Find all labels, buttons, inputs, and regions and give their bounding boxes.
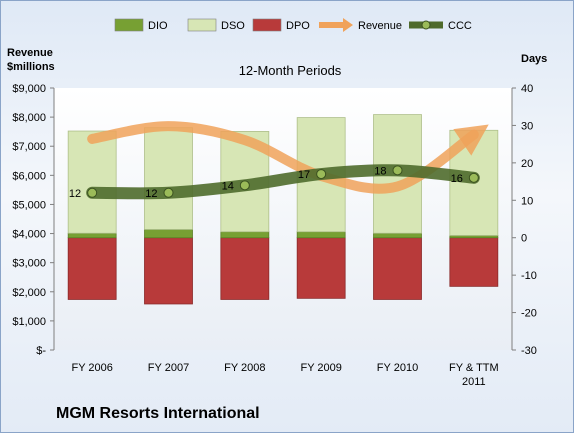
legend-swatch-dio (114, 18, 144, 32)
y-left-tick-label: $3,000 (12, 258, 46, 270)
ccc-data-label: 18 (374, 165, 386, 177)
x-tick-label: 2011 (462, 376, 486, 388)
legend-marker-ccc (421, 20, 431, 30)
bar-dpo (296, 237, 346, 299)
bar-dio (144, 229, 193, 239)
bar-dio (67, 232, 117, 239)
bar-dio (296, 231, 346, 239)
y-right-tick-label: -30 (521, 345, 537, 357)
x-tick-label: FY & TTM (449, 362, 499, 374)
ccc-point (239, 180, 250, 191)
legend-label-dso: DSO (221, 20, 245, 32)
ccc-line (86, 164, 480, 200)
ccc-data-label: 16 (451, 173, 463, 185)
bar-dio (373, 232, 422, 239)
revenue-line (87, 121, 489, 194)
y-right-ticks: -30 -20 -10 0 10 20 30 40 (511, 83, 537, 357)
y-left-axis-label-line2: $millions (7, 61, 55, 73)
y-left-tick-label: $4,000 (12, 229, 46, 241)
x-tick-label: FY 2010 (377, 362, 418, 374)
x-tick-label: FY 2008 (224, 362, 265, 374)
y-left-tick-label: $7,000 (12, 141, 46, 153)
y-right-tick-label: 20 (521, 158, 533, 170)
y-left-tick-label: $5,000 (12, 199, 46, 211)
y-left-tick-label: $- (36, 345, 46, 357)
company-name: MGM Resorts International (56, 405, 260, 422)
y-right-tick-label: 10 (521, 195, 533, 207)
ccc-point (468, 172, 479, 183)
legend: DIO DSO DPO Revenue CCC (114, 18, 472, 32)
y-right-tick-label: 40 (521, 83, 533, 95)
bar-dpo (220, 237, 270, 300)
x-tick-label: FY 2006 (71, 362, 112, 374)
legend-label-dio: DIO (148, 20, 168, 32)
ccc-point (392, 165, 403, 176)
x-tick-label: FY 2007 (148, 362, 189, 374)
y-right-axis-label: Days (521, 53, 547, 65)
y-right-tick-label: 30 (521, 120, 533, 132)
ccc-data-label: 12 (69, 188, 81, 200)
y-left-tick-label: $1,000 (12, 316, 46, 328)
legend-label-ccc: CCC (448, 20, 472, 32)
ccc-data-label: 17 (298, 169, 310, 181)
x-axis-labels: FY 2006 FY 2007 FY 2008 FY 2009 FY 2010 FY & … (71, 362, 498, 388)
legend-label-dpo: DPO (286, 20, 310, 32)
lines: 12 12 14 17 18 16 (69, 121, 489, 200)
bar-dso (144, 127, 193, 230)
legend-swatch-dpo (252, 18, 282, 32)
bar-dpo (67, 237, 117, 300)
ccc-point (87, 187, 98, 198)
legend-swatch-dso (187, 18, 217, 32)
ccc-point (316, 169, 327, 180)
ccc-point (163, 187, 174, 198)
bar-dpo (373, 237, 422, 300)
y-left-tick-label: $6,000 (12, 170, 46, 182)
y-right-tick-label: 0 (521, 233, 527, 245)
y-left-tick-label: $8,000 (12, 112, 46, 124)
y-left-ticks: $- $1,000 $2,000 $3,000 $4,000 $5,000 $6,000 $7… (12, 83, 55, 357)
ccc-data-label: 14 (222, 180, 234, 192)
y-left-tick-label: $2,000 (12, 287, 46, 299)
bar-dpo (449, 237, 499, 287)
y-left-tick-label: $9,000 (12, 83, 46, 95)
y-left-axis-label-line1: Revenue (7, 47, 53, 59)
x-tick-label: FY 2009 (300, 362, 341, 374)
bar-dio (220, 231, 270, 239)
legend-label-revenue: Revenue (358, 20, 402, 32)
bar-dso (67, 130, 117, 234)
y-right-tick-label: -20 (521, 308, 537, 320)
legend-arrow-revenue (343, 18, 353, 32)
bar-dpo (144, 237, 193, 305)
chart-title: 12-Month Periods (239, 63, 342, 78)
ccc-data-label: 12 (145, 188, 157, 200)
y-right-tick-label: -10 (521, 270, 537, 282)
